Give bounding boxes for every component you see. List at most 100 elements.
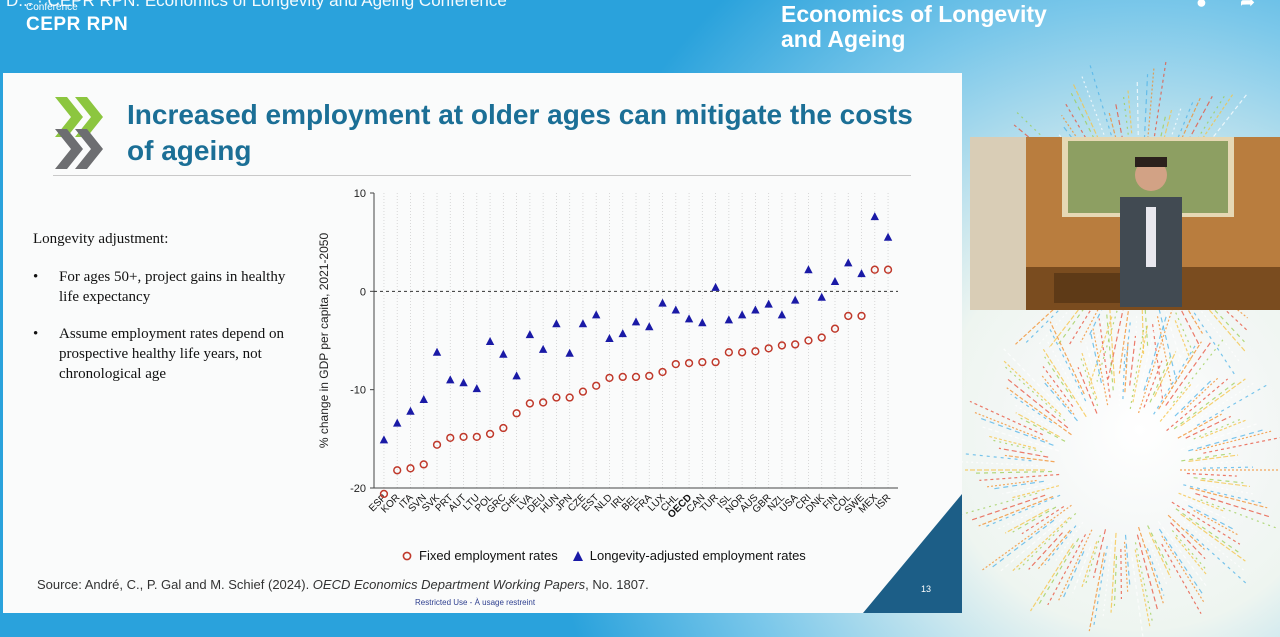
sunburst-ray (1170, 522, 1206, 560)
sunburst-ray (1005, 377, 1069, 429)
sunburst-ray (1063, 551, 1085, 598)
bullet-list: For ages 50+, project gains in healthy l… (33, 267, 293, 384)
fixed-employment-point (817, 333, 826, 342)
sunburst-ray (1095, 310, 1118, 384)
fixed-employment-point (804, 336, 813, 345)
sunburst-ray (1108, 303, 1116, 384)
corner-triangle-decoration (863, 494, 962, 613)
sunburst-ray (1149, 356, 1171, 403)
longevity-adjusted-point (552, 319, 561, 328)
longevity-adjusted-point (857, 269, 866, 278)
sunburst-ray (1143, 74, 1149, 150)
sunburst-ray (1010, 393, 1053, 424)
sunburst-ray (1134, 315, 1138, 361)
sunburst-ray (1195, 430, 1274, 452)
longevity-adjusted-point (684, 314, 694, 323)
sunburst-ray (1206, 484, 1256, 495)
oecd-chevron-icon (55, 97, 103, 169)
speaker-video (970, 137, 1280, 310)
sunburst-ray (1132, 323, 1149, 403)
sunburst-ray (1044, 525, 1077, 566)
sunburst-ray (1158, 308, 1178, 382)
sunburst-ray (1188, 428, 1266, 452)
longevity-adjusted-point (605, 334, 614, 343)
source-title: OECD Economics Department Working Papers (312, 577, 586, 592)
sunburst-ray (1178, 492, 1226, 513)
sunburst-ray (1037, 529, 1071, 570)
sunburst-ray (1161, 535, 1206, 604)
brand-logo: CEPR RPN (26, 14, 129, 35)
sunburst-ray (1167, 514, 1205, 550)
fixed-employment-point (592, 381, 601, 390)
longevity-adjusted-point (525, 330, 535, 339)
sunburst-ray (1122, 95, 1130, 141)
sunburst-ray (1122, 349, 1126, 400)
fixed-employment-point (711, 357, 720, 367)
sunburst-ray (1004, 508, 1050, 534)
sunburst-ray (1188, 454, 1239, 462)
sunburst-ray (1174, 320, 1193, 363)
sunburst-ray (1120, 548, 1123, 599)
sunburst-ray (1092, 529, 1107, 578)
fixed-employment-point (432, 440, 442, 449)
fixed-employment-point (631, 372, 641, 382)
longevity-adjusted-point (737, 310, 747, 319)
sunburst-ray (1069, 305, 1094, 345)
sunburst-ray (1080, 350, 1098, 399)
sunburst-ray (1200, 479, 1251, 488)
sunburst-ray (1000, 518, 1063, 572)
fixed-employment-point (393, 466, 402, 475)
sunburst-ray (1175, 312, 1195, 355)
sunburst-ray (951, 451, 1032, 462)
fixed-employment-point (645, 371, 654, 381)
longevity-adjusted-point (790, 295, 800, 304)
sunburst-ray (1015, 412, 1060, 438)
sunburst-ray (1002, 483, 1052, 495)
sunburst-ray (998, 447, 1049, 458)
sunburst-ray (1093, 545, 1108, 625)
fixed-employment-point (472, 432, 481, 442)
sunburst-ray (1021, 506, 1065, 535)
fixed-employment-point (499, 423, 508, 433)
sunburst-ray (1085, 342, 1100, 391)
y-axis-label: % change in GDP per capita, 2021-2050 (317, 233, 331, 449)
sunburst-ray (1173, 379, 1239, 430)
sunburst-ray (1124, 322, 1131, 368)
sunburst-ray (1171, 530, 1206, 569)
sunburst-ray (1202, 466, 1253, 469)
fixed-employment-point (883, 265, 893, 274)
fixed-employment-point (764, 344, 773, 353)
longevity-adjusted-point (393, 418, 402, 427)
sunburst-ray (1180, 377, 1219, 413)
sunburst-ray (1195, 293, 1246, 352)
sunburst-ray (1124, 342, 1129, 393)
sunburst-ray (1137, 526, 1164, 604)
longevity-adjusted-point (406, 406, 415, 415)
sunburst-ray (1153, 351, 1177, 397)
sunburst-ray (1193, 312, 1236, 376)
sunburst-ray (1195, 460, 1246, 465)
fixed-employment-point (870, 265, 879, 274)
longevity-adjusted-point (883, 232, 893, 241)
sunburst-ray (969, 400, 1043, 436)
sunburst-ray (1057, 529, 1093, 603)
conference-label: Conference (26, 2, 78, 13)
sunburst-ray (1098, 318, 1111, 398)
source-suffix: , No. 1807. (585, 577, 649, 592)
sunburst-ray (1042, 366, 1074, 407)
share-icon[interactable]: ➦ (1240, 0, 1256, 12)
sunburst-ray (1118, 299, 1131, 374)
video-title: D... · CEPR RPN: Economics of Longevity … (6, 0, 507, 10)
sunburst-ray (993, 439, 1043, 453)
longevity-adjusted-point (830, 277, 840, 285)
sunburst-ray (1158, 341, 1202, 410)
longevity-adjusted-point (817, 292, 826, 301)
fixed-employment-point (605, 373, 614, 383)
longevity-adjusted-point (565, 348, 574, 357)
sunburst-ray (958, 460, 1039, 467)
sunburst-ray (1061, 114, 1088, 153)
sunburst-ray (979, 473, 1060, 481)
sunburst-ray (1187, 505, 1233, 530)
clock-icon[interactable]: ● (1196, 0, 1207, 12)
